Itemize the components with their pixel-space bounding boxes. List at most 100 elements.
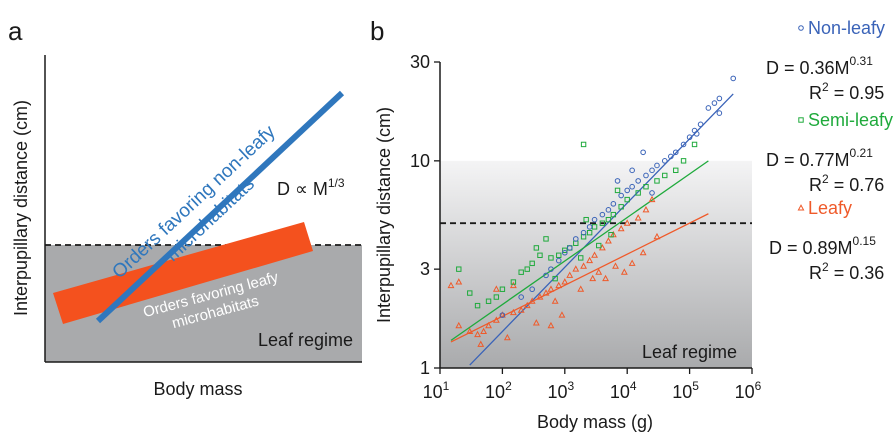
semi-leafy-point xyxy=(556,252,562,258)
non-leafy-point xyxy=(680,141,687,148)
semi-leafy-point xyxy=(578,255,584,261)
non-leafy-point xyxy=(605,207,612,213)
leafy-legend-marker xyxy=(797,204,805,211)
x-tick-base: 10 xyxy=(610,382,630,402)
semi-leafy-point xyxy=(518,269,524,275)
non-leafy-point xyxy=(580,229,587,236)
panel-a-label: a xyxy=(8,16,23,46)
non-leafy-point xyxy=(610,201,617,207)
leafy-point xyxy=(595,268,603,275)
semi-leafy-r-squared-exponent: 2 xyxy=(822,172,829,186)
leafy-point xyxy=(542,289,550,296)
leafy-point xyxy=(628,259,636,266)
semi-leafy-point xyxy=(543,236,549,242)
panel-a: a Orders favoring non-leafy microhabitat… xyxy=(8,16,362,399)
non-leafy-orders-line xyxy=(95,90,345,324)
semi-leafy-point xyxy=(583,216,589,223)
non-leafy-point xyxy=(672,149,679,156)
leafy-point xyxy=(648,195,656,203)
leafy-point xyxy=(532,319,540,326)
y-tick-label: 1 xyxy=(420,358,430,378)
leafy-point xyxy=(547,321,555,329)
leafy-point xyxy=(617,224,625,232)
non-leafy-point xyxy=(548,266,554,272)
panel-b-y-axis-title: Interpupillary distance (cm) xyxy=(374,107,394,323)
non-leafy-point xyxy=(705,105,712,111)
leafy-point xyxy=(503,333,511,341)
leafy-point xyxy=(528,297,536,304)
non-leafy-r-squared-value: = 0.95 xyxy=(829,83,885,103)
non-leafy-point xyxy=(614,178,621,184)
semi-leafy-point xyxy=(485,298,492,304)
x-tick-exponent: 6 xyxy=(755,379,762,393)
semi-leafy-fit-line xyxy=(450,160,709,341)
leafy-point xyxy=(547,285,555,292)
x-tick-exponent: 4 xyxy=(630,379,637,393)
leaf-regime-gradient xyxy=(440,160,752,368)
semi-leafy-point xyxy=(548,255,554,261)
leafy-r-squared: R2 = 0.36 xyxy=(809,260,884,283)
semi-leafy-point xyxy=(610,211,617,218)
y-tick-label: 3 xyxy=(420,259,430,279)
non-leafy-equation-base: D = 0.36M xyxy=(766,58,850,78)
non-leafy-equation-exponent: 0.31 xyxy=(850,54,874,68)
semi-leafy-point xyxy=(456,266,462,272)
non-leafy-point xyxy=(716,110,723,116)
non-leafy-point xyxy=(629,167,635,174)
leafy-point xyxy=(558,311,566,318)
leafy-point xyxy=(455,321,463,329)
leafy-point xyxy=(589,274,597,282)
semi-leafy-point xyxy=(580,141,587,148)
non-leafy-r-squared-exponent: 2 xyxy=(822,80,829,94)
non-leafy-point xyxy=(716,95,723,102)
semi-leafy-point xyxy=(662,172,668,179)
non-leafy-point xyxy=(668,153,674,160)
non-leafy-point xyxy=(624,187,631,194)
non-leafy-point xyxy=(640,149,646,156)
semi-leafy-point xyxy=(614,187,621,194)
semi-leafy-point xyxy=(635,190,641,196)
leafy-point xyxy=(555,281,563,289)
semi-leafy-point xyxy=(673,167,679,174)
semi-leafy-point xyxy=(605,216,612,223)
semi-leafy-point xyxy=(562,247,568,253)
leafy-point xyxy=(561,278,569,285)
non-leafy-point xyxy=(730,75,737,82)
non-leafy-point xyxy=(661,158,668,164)
semi-leafy-legend-name: Semi-leafy xyxy=(808,110,893,130)
leafy-r-squared-value: = 0.36 xyxy=(829,263,885,283)
leafy-point xyxy=(455,278,463,285)
leafy-fit-line xyxy=(450,213,709,343)
leafy-point xyxy=(492,316,500,323)
non-leafy-legend-marker xyxy=(798,25,804,31)
semi-leafy-point xyxy=(586,229,593,236)
leafy-point xyxy=(466,327,474,335)
leafy-point xyxy=(509,281,517,289)
semi-leafy-point xyxy=(618,204,624,210)
leafy-point xyxy=(612,262,619,269)
non-leafy-point xyxy=(599,211,606,218)
leafy-point xyxy=(480,327,488,335)
non-leafy-point xyxy=(649,190,655,196)
leafy-point xyxy=(580,262,588,269)
x-tick-label: 105 xyxy=(672,379,699,402)
non-leafy-equation: D = 0.36M0.31 xyxy=(766,54,873,78)
x-tick-exponent: 3 xyxy=(567,379,574,393)
non-leafy-point xyxy=(566,245,573,251)
leafy-point xyxy=(551,297,559,304)
non-leafy-point xyxy=(686,134,693,141)
leafy-point xyxy=(623,219,631,226)
scaling-relation-base: D ∝ M xyxy=(277,179,328,199)
semi-leafy-point xyxy=(599,220,606,226)
y-ticks: 1 3 10 30 xyxy=(410,52,440,378)
leafy-equation: D = 0.89M0.15 xyxy=(769,234,876,258)
x-tick-label: 101 xyxy=(423,379,450,402)
leafy-point xyxy=(517,306,525,313)
semi-leafy-legend-marker xyxy=(798,117,804,123)
semi-leafy-point xyxy=(596,242,602,249)
leafy-point xyxy=(577,285,585,292)
non-leafy-legend-name: Non-leafy xyxy=(808,18,885,38)
leafy-point xyxy=(474,330,482,338)
